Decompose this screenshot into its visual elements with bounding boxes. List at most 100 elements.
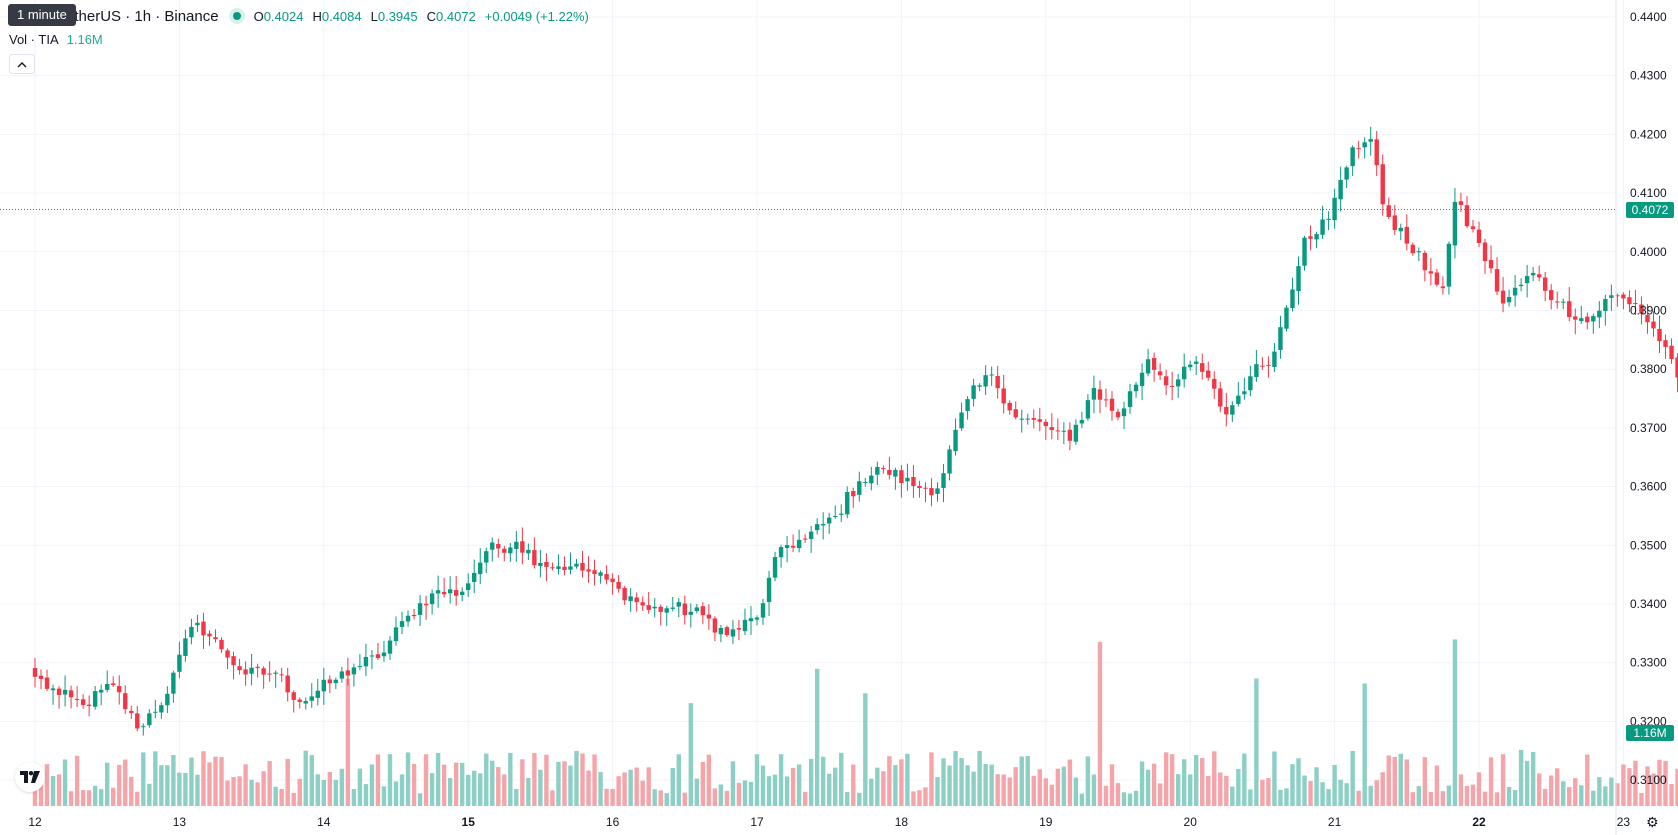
volume-bar <box>1085 756 1091 806</box>
candle-body <box>574 563 579 567</box>
volume-bar <box>195 774 200 806</box>
candle-body <box>796 539 802 549</box>
candle-body <box>526 549 531 554</box>
volume-bar <box>68 791 74 806</box>
candle-body <box>857 481 862 495</box>
candle-body <box>1278 327 1283 351</box>
candle-body <box>369 655 375 657</box>
candle-body <box>315 690 320 698</box>
candle-body <box>279 674 284 676</box>
volume-bar <box>676 754 681 806</box>
volume-bar <box>857 792 862 806</box>
candle-body <box>592 570 597 575</box>
candle-body <box>1013 409 1018 418</box>
candle-body <box>435 590 441 594</box>
volume-bar <box>1651 773 1656 806</box>
volume-bar <box>1121 792 1127 806</box>
open-value: 0.4024 <box>263 8 304 24</box>
volume-bar <box>784 776 790 806</box>
volume-bar <box>869 778 874 806</box>
volume-bar <box>1675 768 1678 806</box>
candle-body <box>869 475 874 484</box>
volume-bar <box>875 767 880 806</box>
candle-body <box>899 470 904 484</box>
volume-bar <box>905 753 910 806</box>
candle-body <box>881 468 886 470</box>
volume-legend[interactable]: Vol · TIA 1.16M <box>9 32 103 47</box>
volume-bar <box>538 769 543 806</box>
volume-bar <box>285 758 290 806</box>
candle-body <box>1073 424 1079 442</box>
candle-body <box>730 629 736 637</box>
candle-body <box>351 667 357 675</box>
volume-bar <box>965 765 970 806</box>
candle-body <box>893 469 898 477</box>
candle-body <box>1518 284 1524 287</box>
volume-bar <box>472 770 477 806</box>
ohlc-values: O0.4024 H0.4084 L0.3945 C0.4072 +0.0049 … <box>254 9 589 24</box>
volume-bar <box>183 772 188 806</box>
candle-body <box>441 591 447 595</box>
candle-body <box>309 696 314 701</box>
volume-bar <box>321 779 326 806</box>
volume-bar <box>820 756 826 806</box>
volume-bar <box>929 752 934 806</box>
volume-bar <box>514 789 519 806</box>
candle-body <box>1579 318 1584 322</box>
candle-body <box>1657 328 1662 342</box>
candle-body <box>129 710 134 714</box>
candle-body <box>820 524 826 526</box>
candle-body <box>213 637 218 640</box>
candle-body <box>1043 421 1048 427</box>
price-tick-label: 0.4000 <box>1630 245 1667 259</box>
volume-bar <box>1151 763 1157 806</box>
candle-body <box>1079 420 1085 424</box>
volume-bar <box>1404 759 1409 806</box>
candle-body <box>1067 429 1073 441</box>
volume-bar <box>833 767 838 806</box>
candle-body <box>598 572 603 576</box>
symbol-legend: etherUS · 1h · Binance O0.4024 H0.4084 L… <box>8 6 589 26</box>
candle-body <box>700 606 706 616</box>
candle-body <box>243 669 248 675</box>
volume-bar <box>1181 759 1187 806</box>
candle-body <box>712 618 718 633</box>
volume-bar <box>592 754 597 806</box>
candle-body <box>1524 276 1530 284</box>
candle-body <box>1567 301 1572 318</box>
candle-body <box>1338 180 1343 200</box>
volume-bar <box>279 788 284 806</box>
volume-bar <box>429 773 435 806</box>
collapse-legend-button[interactable] <box>9 54 35 74</box>
symbol-title[interactable]: etherUS · 1h · Binance <box>66 7 219 25</box>
candle-body <box>1236 395 1241 404</box>
volume-bar <box>129 776 134 806</box>
tradingview-logo[interactable] <box>15 762 45 792</box>
volume-bar <box>1055 768 1061 806</box>
volume-value: 1.16M <box>66 32 103 47</box>
volume-label: Vol · TIA <box>9 32 59 47</box>
candle-body <box>814 524 820 531</box>
volume-bar <box>1157 783 1163 806</box>
time-tick-label: 22 <box>1472 815 1486 829</box>
candle-body <box>1139 372 1145 386</box>
candle-body <box>1320 219 1325 235</box>
volume-bar <box>1500 754 1506 806</box>
candle-body <box>929 488 934 496</box>
candle-body <box>983 375 988 387</box>
candle-body <box>1200 363 1205 372</box>
volume-bar <box>1350 750 1355 806</box>
candle-body <box>1561 301 1566 303</box>
candle-body <box>784 545 790 548</box>
price-tick-label: 0.3100 <box>1630 773 1667 787</box>
volume-bar <box>1440 791 1446 806</box>
volume-bar <box>459 762 465 806</box>
volume-bar <box>435 752 441 806</box>
market-status-icon[interactable] <box>228 8 245 24</box>
candle-body <box>393 627 399 642</box>
volume-bar <box>123 759 128 806</box>
volume-bar <box>1476 772 1482 806</box>
candle-body <box>917 485 922 488</box>
settings-icon[interactable]: ⚙ <box>1646 815 1659 831</box>
